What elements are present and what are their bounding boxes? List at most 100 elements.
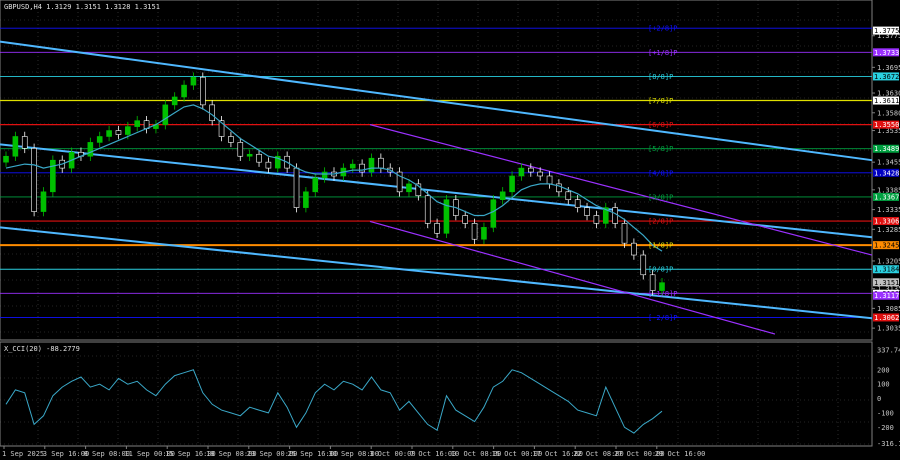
price-tag-text: 1.3428 [874,169,899,177]
price-tag-text: 1.3733 [874,49,899,57]
purple-channel-lower [369,220,776,335]
candle-body [200,76,206,106]
time-tick-label: 3 Sep 16:00 [43,450,89,458]
candle-body [602,207,609,224]
time-tick-label: 23 Sep 00:00 [247,450,298,458]
price-tag-bg [873,96,899,105]
candle-body [584,207,590,216]
candle-body [181,84,187,98]
candle-body [368,157,375,173]
cci-tick-label: 0 [877,395,881,403]
murrey-label: [+2/8]P [648,25,678,33]
cci-pane[interactable] [0,341,873,447]
time-tick-label: 15 Oct 00:00 [492,450,543,458]
candle-body [218,120,225,137]
price-tag-bg [873,192,899,201]
price-tick-label: 1.3085 [877,305,900,313]
time-tick-label: 10 Oct 08:00 [451,450,502,458]
candle-body [659,282,665,291]
price-tag-bg [873,144,899,153]
cci-tick-label: 200 [877,366,890,374]
cci-line [5,369,663,434]
trend-channel-middle [0,143,873,239]
candle-body [228,136,234,143]
candle-body [574,199,581,208]
time-tick-label: 29 Oct 16:00 [655,450,706,458]
price-tag-text: 1.3672 [874,73,899,81]
murrey-label: [7/8]P [648,97,673,105]
murrey-label: [8/8]P [648,73,673,81]
time-tick-label: 18 Sep 08:00 [206,450,257,458]
candle-body [462,215,469,224]
candle-body [518,167,525,177]
murrey-label: [6/8]P [648,121,673,129]
time-tick-label: 27 Oct 00:00 [614,450,665,458]
candle-body [87,142,94,157]
candle-body [527,167,534,173]
price-tag-text: 1.3550 [874,121,899,129]
price-tag-bg [873,120,899,129]
cci-tick-label: 100 [877,381,890,389]
murrey-label: [-2/8]P [648,314,678,322]
trend-channels[interactable] [0,40,873,335]
price-tag-text: 1.3775 [874,27,899,35]
price-axis: 1.3775 1.3695 1.3630 1.3580 1.3535 1.3455 1.33… [872,32,900,333]
candle-body [631,242,637,256]
candle-body [378,157,384,169]
price-tag-bg [873,241,899,250]
price-tick-label: 1.3580 [877,109,900,117]
murrey-label: [-1/8]P [648,290,678,298]
time-tick-label: 15 Sep 16:00 [165,450,216,458]
price-tag-text: 1.3367 [874,193,899,201]
candle-body [293,167,300,208]
price-tag-text: 1.3489 [874,145,899,153]
candle-body [612,207,618,224]
candle-body [12,136,19,157]
moving-average-line [5,104,663,252]
purple-channel-upper [369,124,873,256]
time-tick-label: 7 Oct 16:00 [410,450,456,458]
murrey-label: [3/8]P [648,193,673,201]
price-tag-text: 1.3117 [874,292,899,300]
candle-body [406,183,412,193]
candle-body [96,136,103,143]
price-tag-bg [873,72,899,81]
candle-body [321,171,328,179]
main-pane[interactable] [0,0,873,341]
price-tick-label: 1.3135 [877,285,900,293]
candle-body [649,274,656,291]
candle-body [537,171,543,177]
murrey-labels: [+2/8]P [+1/8]P [8/8]P [7/8]P [6/8]P [5/8]P [4… [648,25,678,322]
price-tick-label: 1.3455 [877,159,900,167]
chart-title: GBPUSD,H4 1.3129 1.3151 1.3128 1.3151 [4,3,160,11]
candle-body [434,223,440,234]
price-tag-text: 1.3062 [874,314,899,322]
candle-body [349,163,356,169]
candle-body [303,191,309,208]
price-tag-bg [873,26,899,35]
price-tag-bg [873,48,899,57]
candle-body [471,223,478,240]
price-tick-label: 1.3385 [877,186,900,194]
candle-body [40,191,47,212]
cci-title: X_CCI(20) -88.2779 [4,345,80,353]
time-tick-label: 22 Oct 08:00 [573,450,624,458]
candle-body [115,130,122,135]
trend-channel-lower [0,226,873,320]
cci-axis: 337.7484 200 100 0 -100 -200 -316.1279 [877,347,900,449]
candle-body [162,104,169,125]
candle-body [443,199,450,234]
price-tag-bg [873,217,899,226]
candle-body [509,175,515,193]
cci-tick-label: -316.1279 [877,440,900,448]
cci-tick-label: -100 [877,409,894,417]
price-tick-label: 1.3335 [877,206,900,214]
price-tick-label: 1.3205 [877,257,900,265]
price-tick-label: 1.3535 [877,127,900,135]
time-tick-label: 3 Oct 00:00 [369,450,415,458]
candle-body [190,76,197,86]
candle-body [21,136,28,149]
price-tag-bg [873,265,899,274]
